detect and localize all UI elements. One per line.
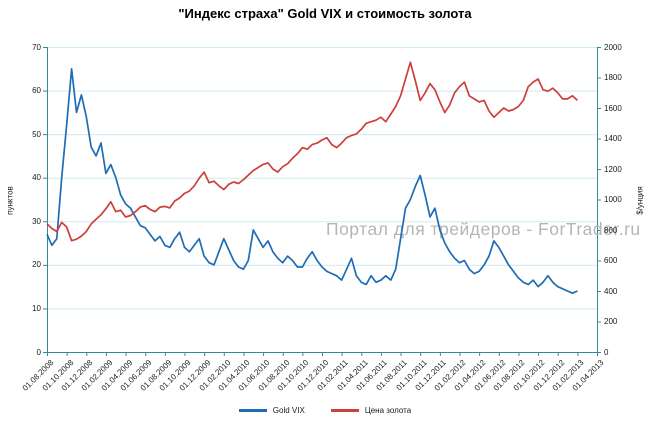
legend-item-gold-price: Цена золота — [330, 406, 412, 415]
legend-item-gold-vix: Gold VIX — [238, 406, 305, 415]
right-axis-title: $/унция — [635, 186, 645, 215]
watermark: Портал для трейдеров - ForTrader.ru — [326, 219, 641, 239]
gold-vix-line-swatch — [238, 409, 267, 412]
left-axis-title: пунктов — [5, 186, 15, 215]
legend-label-gold-price: Цена золота — [364, 406, 412, 415]
series-line-gold-price — [46, 61, 578, 242]
series-line-gold-vix — [46, 67, 578, 295]
legend-label-gold-vix: Gold VIX — [272, 406, 305, 415]
legend: Gold VIX Цена золота — [0, 406, 650, 415]
chart-title: "Индекс страха" Gold VIX и стоимость зол… — [178, 6, 472, 21]
gold-price-line-swatch — [330, 409, 359, 412]
